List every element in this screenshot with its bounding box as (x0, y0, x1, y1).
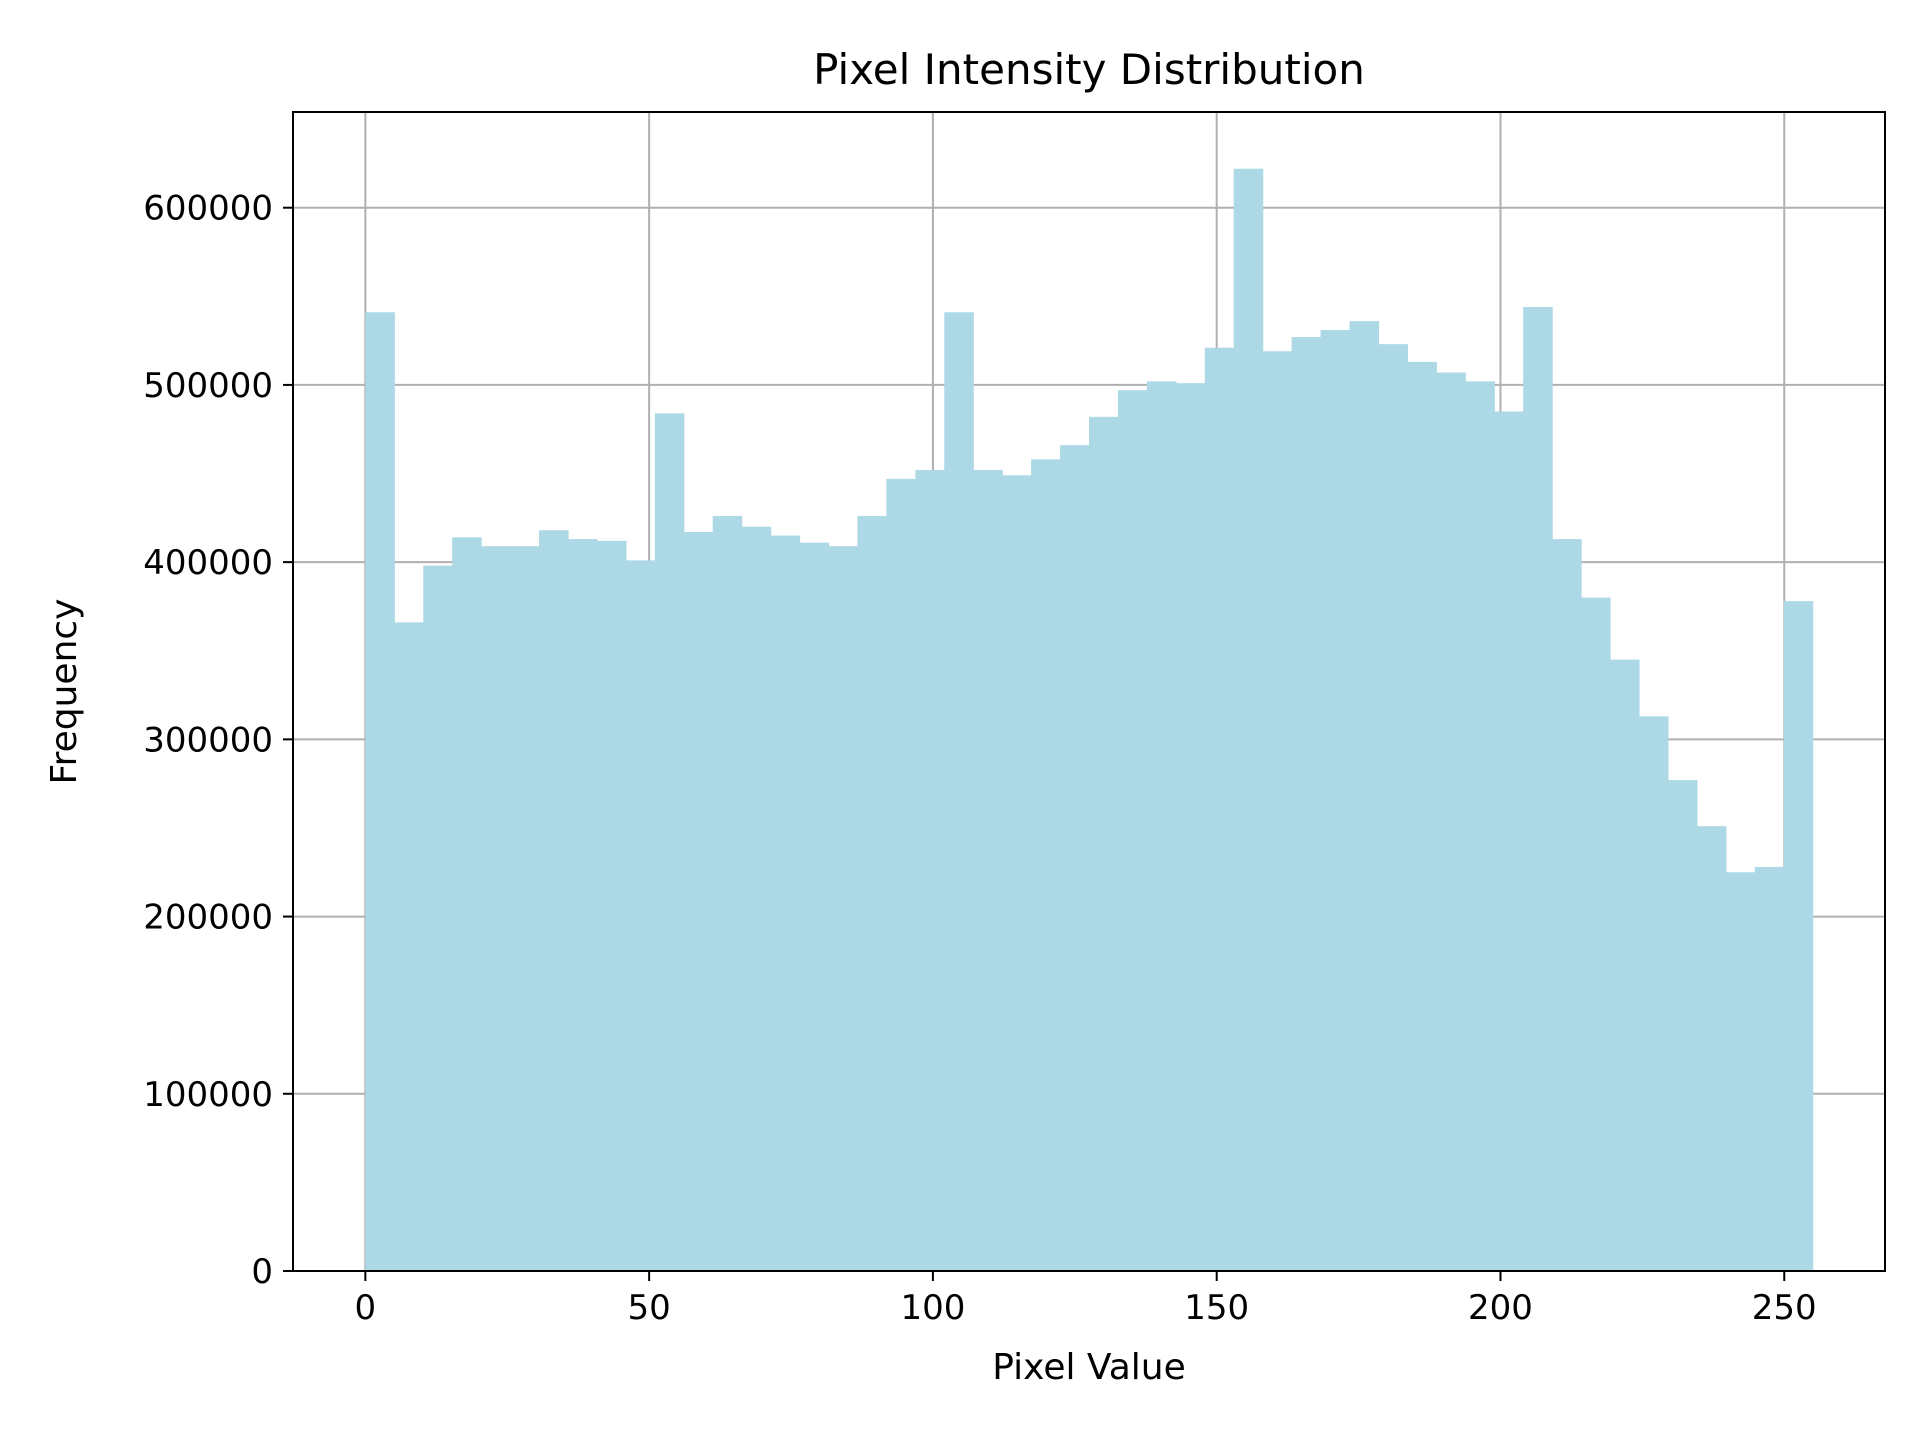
y-tick-label: 100000 (143, 1075, 273, 1115)
histogram-bar (770, 535, 801, 1271)
x-tick-label: 0 (355, 1288, 377, 1328)
histogram-bar (683, 532, 714, 1271)
y-tick-label: 600000 (143, 189, 273, 229)
histogram-bar (394, 622, 424, 1271)
histogram-bar (1465, 381, 1495, 1272)
ticks-layer: 0 50 100 150 200 250 0 100000 200000 300000 400000… (143, 189, 1817, 1328)
histogram-bar (1204, 347, 1235, 1271)
histogram-bar (539, 530, 569, 1271)
histogram-bar (1320, 329, 1351, 1271)
chart-title: Pixel Intensity Distribution (813, 45, 1365, 94)
histogram-bar (1581, 597, 1611, 1271)
x-tick-label: 100 (900, 1288, 965, 1328)
histogram-bar (423, 565, 453, 1271)
histogram-bar (1638, 716, 1669, 1271)
histogram-bar (1349, 321, 1380, 1271)
histogram-bar (1378, 344, 1408, 1271)
histogram-bar (1060, 445, 1090, 1271)
y-axis-title: Frequency (44, 599, 85, 785)
histogram-bar (1436, 372, 1466, 1272)
histogram-bar (741, 526, 772, 1271)
histogram-bar (510, 546, 540, 1271)
histogram-bar (944, 312, 974, 1271)
histogram-bar (625, 560, 656, 1271)
x-tick-label: 50 (628, 1288, 671, 1328)
histogram-bar (1696, 826, 1727, 1271)
histogram-bar (1089, 416, 1119, 1271)
x-tick-label: 250 (1752, 1288, 1817, 1328)
y-tick-label: 0 (251, 1252, 273, 1292)
histogram-bar (712, 516, 743, 1271)
histogram-bar (1233, 168, 1264, 1271)
bars-layer (365, 168, 1814, 1272)
y-tick-label: 200000 (143, 898, 273, 938)
histogram-bar (915, 469, 945, 1271)
histogram-bar (1002, 475, 1032, 1271)
histogram-bar (1031, 459, 1061, 1271)
histogram-bar (857, 516, 887, 1271)
histogram-bar (596, 540, 627, 1271)
histogram-bar (1175, 383, 1206, 1271)
histogram-bar (567, 539, 598, 1271)
histogram-bar (1262, 351, 1293, 1271)
y-tick-label: 300000 (143, 720, 273, 760)
x-tick-label: 150 (1184, 1288, 1249, 1328)
histogram-bar (886, 478, 916, 1271)
histogram-bar (1407, 361, 1437, 1271)
histogram-bar (1523, 306, 1553, 1271)
histogram-bar (1783, 601, 1814, 1271)
histogram-bar (654, 413, 685, 1271)
plot-frame (292, 111, 1886, 1272)
histogram-bar (452, 537, 482, 1271)
histogram-bar (1667, 780, 1698, 1271)
histogram-bar (1146, 381, 1177, 1272)
y-tick-label: 500000 (143, 366, 273, 406)
histogram-bar (1117, 390, 1148, 1271)
histogram-bar (1610, 659, 1640, 1271)
histogram-bar (1754, 866, 1785, 1271)
y-tick-label: 400000 (143, 543, 273, 583)
histogram-bar (828, 546, 859, 1271)
histogram-bar (1494, 411, 1524, 1271)
histogram-bar (1725, 872, 1756, 1271)
x-tick-label: 200 (1468, 1288, 1533, 1328)
histogram-bar (1552, 539, 1582, 1271)
histogram-bar (973, 469, 1003, 1271)
histogram-bar (1291, 337, 1322, 1271)
histogram-bar (365, 312, 395, 1271)
histogram-bar (481, 546, 511, 1271)
x-axis-title: Pixel Value (992, 1347, 1186, 1388)
histogram-bar (799, 542, 830, 1271)
